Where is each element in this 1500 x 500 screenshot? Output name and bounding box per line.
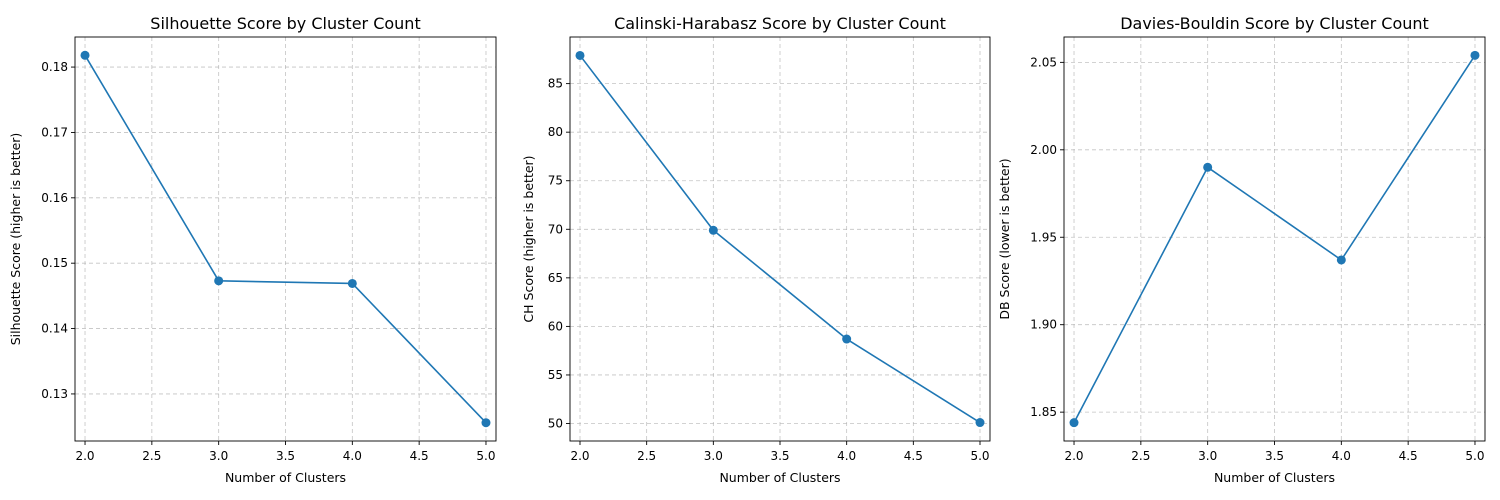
x-tick-label: 5.0 <box>476 449 495 463</box>
y-tick-label: 0.13 <box>41 387 68 401</box>
plot-frame <box>1063 36 1486 442</box>
data-point <box>708 225 718 235</box>
x-tick-label: 2.5 <box>142 449 161 463</box>
data-point <box>80 50 90 60</box>
x-tick-label: 4.0 <box>343 449 362 463</box>
data-point <box>481 418 491 428</box>
y-tick-label: 0.17 <box>41 125 68 139</box>
x-tick-label: 4.5 <box>410 449 429 463</box>
y-axis-label: Silhouette Score (higher is better) <box>8 133 23 346</box>
x-tick-label: 2.0 <box>75 449 94 463</box>
x-tick-label: 3.5 <box>276 449 295 463</box>
x-tick-label: 2.0 <box>1064 449 1083 463</box>
series-line <box>1073 54 1476 424</box>
x-tick-label: 4.0 <box>1332 449 1351 463</box>
x-axis-label: Number of Clusters <box>225 470 346 485</box>
x-tick-label: 2.5 <box>1131 449 1150 463</box>
y-tick-label: 1.90 <box>1030 318 1057 332</box>
chart-title: Silhouette Score by Cluster Count <box>150 14 420 33</box>
x-axis-label: Number of Clusters <box>719 470 840 485</box>
y-tick-label: 70 <box>548 222 563 236</box>
data-point <box>214 276 224 286</box>
y-tick-label: 60 <box>548 319 563 333</box>
x-tick-label: 2.5 <box>637 449 656 463</box>
data-point <box>1470 50 1480 60</box>
y-tick-label: 2.00 <box>1030 143 1057 157</box>
y-tick-label: 55 <box>548 368 563 382</box>
x-tick-label: 4.5 <box>1399 449 1418 463</box>
y-tick-label: 0.15 <box>41 256 68 270</box>
x-axis-label: Number of Clusters <box>1214 470 1335 485</box>
y-tick-label: 2.05 <box>1030 55 1057 69</box>
chart-title: Davies-Bouldin Score by Cluster Count <box>1120 14 1429 33</box>
x-tick-label: 5.0 <box>970 449 989 463</box>
data-point <box>1203 162 1213 172</box>
y-tick-label: 0.16 <box>41 191 68 205</box>
y-tick-label: 85 <box>548 77 563 91</box>
y-tick-label: 50 <box>548 417 563 431</box>
data-point <box>975 418 985 428</box>
x-tick-label: 2.0 <box>570 449 589 463</box>
x-tick-label: 3.0 <box>209 449 228 463</box>
y-axis-label: CH Score (higher is better) <box>521 155 536 322</box>
x-tick-label: 5.0 <box>1465 449 1484 463</box>
x-tick-label: 3.0 <box>1198 449 1217 463</box>
y-axis-label: DB Score (lower is better) <box>997 158 1012 319</box>
plot-frame <box>569 36 991 442</box>
data-point <box>1336 255 1346 265</box>
data-point <box>842 334 852 344</box>
y-tick-label: 80 <box>548 125 563 139</box>
chart-panel-3: 2.0 2.5 3.0 3.5 4.0 4.5 5.0 1.85 1.90 1.95 2.00 2.0… <box>997 14 1486 485</box>
y-tick-label: 75 <box>548 174 563 188</box>
plot-frame <box>74 36 497 442</box>
data-point <box>1069 418 1079 428</box>
x-tick-label: 4.5 <box>904 449 923 463</box>
x-tick-label: 3.5 <box>770 449 789 463</box>
y-tick-label: 0.14 <box>41 322 68 336</box>
data-point <box>575 50 585 60</box>
x-tick-label: 3.5 <box>1265 449 1284 463</box>
y-tick-label: 1.95 <box>1030 230 1057 244</box>
y-tick-label: 0.18 <box>41 60 68 74</box>
data-point <box>347 278 357 288</box>
y-tick-label: 65 <box>548 271 563 285</box>
y-tick-label: 1.85 <box>1030 405 1057 419</box>
series-line <box>84 54 487 424</box>
chart-panel-2: 2.0 2.5 3.0 3.5 4.0 4.5 5.0 50 55 60 65 70 75 80 85 Cal… <box>521 14 991 485</box>
x-tick-label: 4.0 <box>837 449 856 463</box>
chart-panel-1: 2.0 2.5 3.0 3.5 4.0 4.5 5.0 0.13 0.14 0.15 0.16 0.1… <box>8 14 497 485</box>
series-line <box>579 54 981 424</box>
x-tick-label: 3.0 <box>704 449 723 463</box>
chart-title: Calinski-Harabasz Score by Cluster Count <box>614 14 946 33</box>
